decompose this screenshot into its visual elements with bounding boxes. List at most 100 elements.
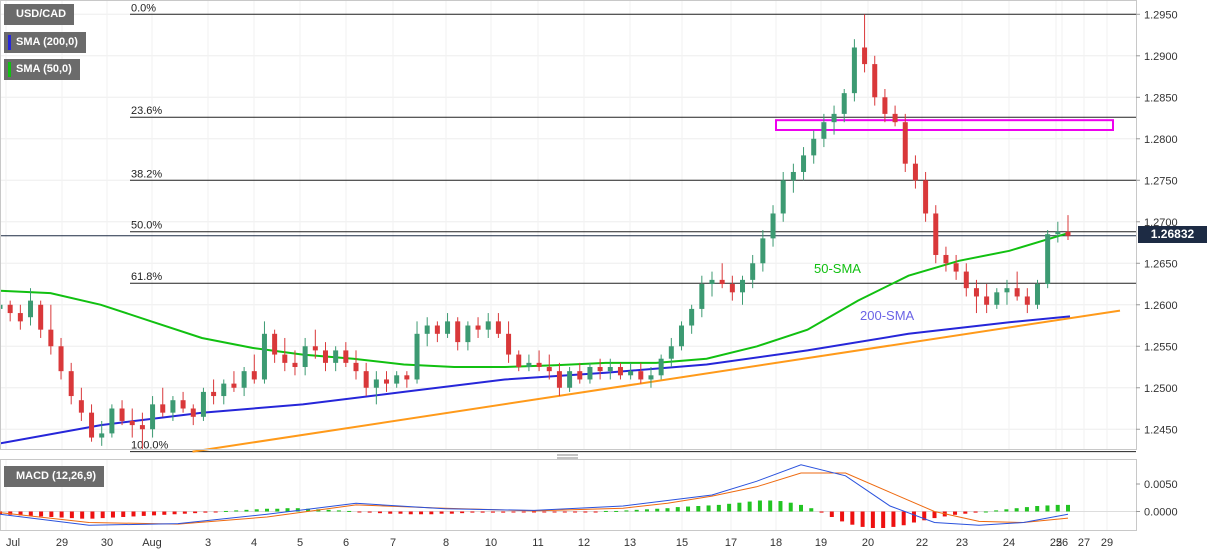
symbol-label: USD/CAD — [16, 8, 67, 20]
macd-histogram-bar — [1024, 507, 1029, 512]
macd-histogram-bar — [932, 511, 937, 519]
candle-body — [48, 329, 54, 347]
sma200-swatch — [8, 35, 11, 50]
time-tick-label: 4 — [251, 537, 257, 549]
time-tick-label: 12 — [578, 537, 590, 549]
macd-line — [0, 464, 1069, 526]
candle-body — [912, 163, 918, 181]
sma50-annotation: 50-SMA — [814, 261, 861, 276]
candle-body — [384, 379, 390, 384]
price-tick-label: 1.2550 — [1144, 341, 1178, 353]
candle-body — [119, 408, 125, 421]
macd-histogram-bar — [49, 511, 54, 517]
candle-body — [851, 47, 857, 94]
fib-level-label: 23.6% — [131, 105, 162, 117]
time-tick-label: 24 — [1003, 537, 1015, 549]
macd-histogram-bar — [511, 511, 516, 513]
symbol-legend[interactable]: USD/CAD — [4, 4, 75, 25]
macd-histogram-bar — [686, 506, 691, 512]
macd-histogram-bar — [254, 509, 259, 512]
macd-legend[interactable]: MACD (12,26,9) — [4, 466, 105, 487]
candle-body — [658, 358, 664, 376]
sma200-annotation: 200-SMA — [860, 308, 915, 323]
candle-body — [251, 371, 257, 380]
candle-body — [953, 263, 959, 272]
resistance-zone — [775, 119, 1114, 131]
candle-body — [1055, 231, 1061, 235]
macd-histogram-bar — [39, 511, 44, 517]
macd-histogram-bar — [881, 511, 886, 528]
macd-histogram-bar — [408, 511, 413, 515]
price-tick-label: 1.2600 — [1144, 300, 1178, 312]
sma200-legend-label: SMA (200,0) — [16, 36, 78, 48]
macd-histogram-bar — [901, 511, 906, 526]
candle-body — [831, 113, 837, 123]
time-tick-label: 13 — [624, 537, 636, 549]
price-tick-label: 1.2450 — [1144, 424, 1178, 436]
candle-body — [424, 325, 430, 334]
time-tick-label: Jul — [6, 537, 20, 549]
macd-histogram-bar — [675, 507, 680, 512]
candle-body — [38, 304, 44, 330]
macd-histogram-bar — [819, 511, 824, 513]
time-tick-label: 6 — [343, 537, 349, 549]
candle-body — [129, 420, 135, 426]
macd-histogram-bar — [634, 509, 639, 512]
candle-body — [322, 350, 328, 363]
candle-body — [760, 238, 766, 264]
candle-body — [699, 284, 705, 309]
time-tick-label: 20 — [862, 537, 874, 549]
candle-body — [7, 304, 13, 314]
candle-body — [841, 93, 847, 114]
macd-signal-line — [0, 472, 1069, 525]
macd-histogram-bar — [1066, 504, 1070, 512]
candle-body — [862, 47, 868, 65]
macd-histogram-bar — [90, 511, 95, 519]
time-tick-label: 19 — [815, 537, 827, 549]
macd-histogram-bar — [788, 502, 793, 512]
macd-histogram-bar — [388, 511, 393, 514]
macd-histogram-bar — [162, 511, 167, 515]
macd-histogram-bar — [768, 500, 773, 512]
macd-legend-label: MACD (12,26,9) — [16, 470, 97, 482]
candle-body — [221, 383, 227, 397]
candle-body — [394, 375, 400, 384]
macd-histogram-bar — [665, 508, 670, 512]
macd-histogram-bar — [182, 511, 187, 514]
macd-histogram-bar — [398, 511, 403, 514]
macd-histogram-bar — [336, 510, 341, 512]
candle-body — [546, 367, 552, 372]
candle-body — [485, 321, 491, 330]
candle-body — [567, 371, 573, 388]
macd-histogram-bar — [542, 511, 547, 513]
macd-histogram-bar — [655, 508, 660, 512]
macd-histogram-bar — [593, 511, 598, 513]
macd-histogram-bar — [152, 511, 157, 516]
macd-histogram-bar — [172, 511, 177, 515]
candle-body — [597, 367, 603, 372]
candle-body — [1034, 284, 1040, 305]
macd-histogram-bar — [840, 511, 845, 522]
candle-body — [902, 122, 908, 164]
macd-histogram-bar — [141, 511, 146, 516]
candle-body — [943, 254, 949, 264]
candle-body — [302, 346, 308, 368]
candle-body — [1004, 288, 1010, 293]
candle-body — [150, 404, 156, 430]
macd-histogram-bar — [18, 511, 23, 516]
annotations: 50-SMA 200-SMA — [814, 261, 915, 323]
macd-histogram-bar — [1055, 504, 1060, 512]
macd-histogram-bar — [193, 511, 198, 514]
macd-histogram-bar — [110, 511, 115, 518]
sma50-legend[interactable]: SMA (50,0) — [4, 59, 80, 80]
macd-histogram-bar — [521, 511, 526, 513]
sma200-legend[interactable]: SMA (200,0) — [4, 32, 86, 53]
macd-histogram-bar — [59, 511, 64, 518]
candle-body — [1065, 231, 1071, 236]
sma50-line — [0, 231, 1071, 368]
sma50-legend-label: SMA (50,0) — [16, 63, 72, 75]
candle-body — [333, 350, 339, 363]
macd-panel — [0, 464, 1136, 528]
candle-body — [89, 412, 95, 438]
